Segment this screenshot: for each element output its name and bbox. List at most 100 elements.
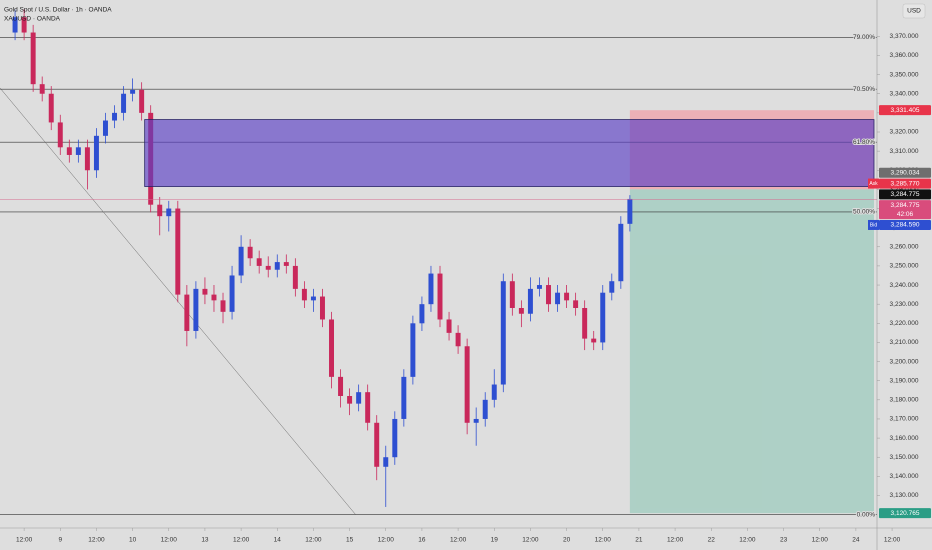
candle-body — [211, 294, 217, 301]
candle-body — [383, 457, 389, 467]
candle-body — [112, 112, 118, 121]
candle-body — [130, 89, 136, 94]
currency-label[interactable]: USD — [907, 8, 921, 15]
price-tag — [879, 189, 931, 200]
price-tag — [879, 178, 931, 189]
price-tag-label: 3,284.590 — [891, 222, 920, 229]
x-tick-label: 15 — [346, 537, 354, 544]
candle-body — [600, 292, 606, 343]
candle-body — [365, 392, 371, 423]
candle-body — [238, 246, 244, 276]
price-tag-name: Bid — [870, 222, 877, 228]
candle-body — [374, 422, 380, 467]
candle-body — [582, 308, 588, 339]
candle-body — [555, 292, 561, 305]
candle-body — [220, 300, 226, 312]
fib-level-label: 79.00% — [853, 34, 875, 41]
supply-zone — [144, 119, 875, 187]
y-tick-label: 3,150.000 — [890, 454, 919, 461]
x-tick-label: 12:00 — [739, 537, 756, 544]
candle-body — [102, 120, 108, 136]
candle-body — [121, 93, 127, 113]
candle-body — [428, 273, 434, 305]
candle-body — [356, 392, 362, 404]
y-tick-label: 3,180.000 — [890, 397, 919, 404]
candle-body — [66, 147, 72, 155]
candle-body — [491, 384, 497, 400]
candle-body — [401, 376, 407, 419]
x-tick-label: 12:00 — [522, 537, 539, 544]
fib-level-label: 50.00% — [853, 209, 875, 216]
price-tag — [879, 200, 931, 220]
candle-body — [93, 135, 99, 171]
fib-level-label: 70.50% — [853, 86, 875, 93]
candle-body — [319, 296, 325, 320]
chart-title: Gold Spot / U.S. Dollar · 1h · OANDA — [4, 7, 112, 14]
price-tag-name-bg — [868, 178, 879, 189]
candle-body — [193, 288, 199, 331]
x-tick-label: 12:00 — [450, 537, 467, 544]
price-tag-label: 3,284.775 — [891, 202, 920, 209]
currency-button[interactable] — [902, 3, 926, 19]
y-tick-label: 3,210.000 — [890, 339, 919, 346]
candle-body — [229, 275, 235, 312]
candle-body — [618, 223, 624, 282]
candle-body — [392, 418, 398, 458]
chart-subtitle: XAUUSD · OANDA — [4, 16, 61, 23]
fib-level-label: 0.00% — [857, 511, 876, 518]
candle-body — [175, 208, 181, 295]
candle-body — [12, 17, 18, 33]
candle-body — [30, 32, 36, 85]
x-tick-label: 12:00 — [305, 537, 322, 544]
price-tag — [879, 219, 931, 230]
candle-body — [464, 346, 470, 423]
candle-body — [500, 281, 506, 385]
candle-body — [247, 246, 253, 259]
candle-body — [564, 292, 570, 301]
candle-body — [527, 288, 533, 314]
candle-body — [536, 285, 542, 289]
candle-body — [410, 323, 416, 377]
y-tick-label: 3,160.000 — [890, 435, 919, 442]
y-tick-label: 3,350.000 — [890, 71, 919, 78]
price-tag — [879, 167, 931, 178]
y-tick-label: 3,360.000 — [890, 52, 919, 59]
price-tag-name-bg — [868, 219, 879, 230]
price-tag-label: 3,331.405 — [891, 107, 920, 114]
x-tick-label: 12:00 — [812, 537, 829, 544]
x-tick-label: 12:00 — [16, 537, 33, 544]
x-tick-label: 12:00 — [233, 537, 250, 544]
candle-body — [455, 332, 461, 347]
candle-body — [139, 89, 145, 113]
candle-body — [591, 338, 597, 343]
x-tick-label: 12:00 — [884, 537, 901, 544]
candle-body — [184, 294, 190, 331]
candle-body — [274, 262, 280, 270]
candle-body — [473, 418, 479, 423]
candle-body — [84, 147, 90, 171]
candle-body — [482, 399, 488, 419]
x-tick-label: 10 — [129, 537, 137, 544]
candle-body — [573, 300, 579, 308]
x-tick-label: 24 — [852, 537, 860, 544]
y-tick-label: 3,190.000 — [890, 377, 919, 384]
candle-body — [546, 285, 551, 305]
x-tick-label: 13 — [201, 537, 209, 544]
x-tick-label: 9 — [58, 537, 62, 544]
x-tick-label: 12:00 — [595, 537, 612, 544]
y-tick-label: 3,250.000 — [890, 263, 919, 270]
price-tag-label: 3,284.775 — [891, 191, 920, 198]
candle-body — [347, 396, 353, 404]
candle-body — [627, 198, 633, 224]
x-tick-label: 12:00 — [667, 537, 684, 544]
x-tick-label: 23 — [780, 537, 788, 544]
candle-body — [21, 17, 27, 33]
price-tag-label: 3,290.034 — [891, 169, 920, 176]
y-tick-label: 3,140.000 — [890, 473, 919, 480]
candle-body — [609, 281, 615, 293]
y-tick-label: 3,230.000 — [890, 301, 919, 308]
candle-body — [329, 319, 334, 377]
candle-body — [310, 296, 316, 301]
candle-body — [57, 122, 63, 148]
